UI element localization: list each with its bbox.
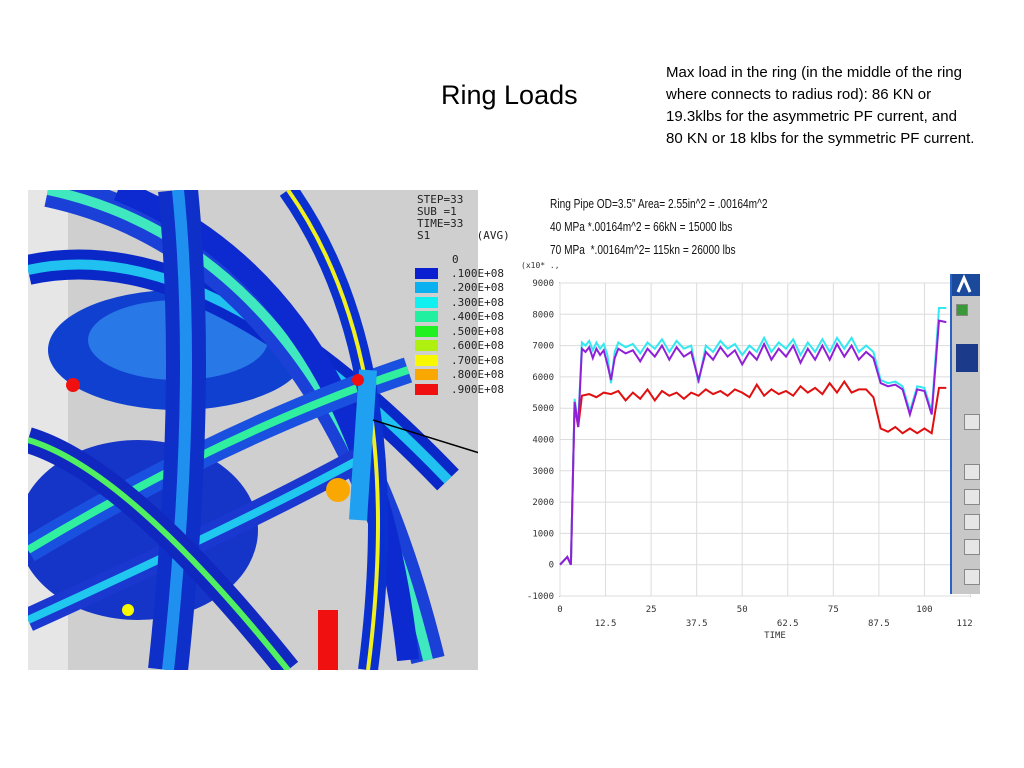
- x-tick-label: 75: [828, 605, 839, 615]
- x-tick-label: 62.5: [777, 619, 799, 629]
- calc-line-3: 70 MPa *.00164m^2= 115kn = 26000 lbs: [550, 242, 736, 257]
- x-tick-label: 12.5: [595, 619, 617, 629]
- panel-button-2[interactable]: [964, 489, 980, 505]
- legend-swatch: [415, 354, 438, 366]
- scroll-left-button[interactable]: [964, 414, 980, 430]
- ansys-step-info: STEP=33 SUB =1 TIME=33 S1 (AVG): [417, 194, 510, 242]
- panel-button-1[interactable]: [964, 464, 980, 480]
- y-axis-label: (x10* .,: [521, 261, 560, 270]
- calc-line-2: 40 MPa *.00164m^2 = 66kN = 15000 lbs: [550, 219, 733, 234]
- y-tick-label: 4000: [532, 436, 554, 446]
- legend-swatch: [415, 267, 438, 279]
- load-time-history-chart: 9000800070006000500040003000200010000-10…: [521, 261, 975, 641]
- y-tick-label: 8000: [532, 310, 554, 320]
- legend-label: .900E+08: [451, 382, 504, 396]
- legend-swatch: [415, 296, 438, 308]
- legend-label: .500E+08: [451, 324, 504, 338]
- legend-row: .500E+08: [415, 324, 504, 339]
- panel-button-3[interactable]: [964, 514, 980, 530]
- time-text: TIME=33: [417, 217, 464, 230]
- legend-row: .700E+08: [415, 353, 504, 368]
- y-tick-label: 9000: [532, 279, 554, 289]
- panel-button-5[interactable]: [964, 569, 980, 585]
- legend-row: .600E+08: [415, 339, 504, 354]
- step-text: STEP=33: [417, 193, 464, 206]
- legend-label: .700E+08: [451, 353, 504, 367]
- legend-zero-label: 0: [452, 253, 459, 266]
- max-load-note: Max load in the ring (in the middle of t…: [666, 64, 975, 147]
- y-tick-label: 1000: [532, 529, 554, 539]
- ring-pipe-calculation: Ring Pipe OD=3.5" Area= 2.55in^2 = .0016…: [550, 192, 767, 261]
- legend-label: .800E+08: [451, 368, 504, 382]
- legend-swatch: [415, 340, 438, 352]
- legend-swatch: [415, 282, 438, 294]
- legend-row: .200E+08: [415, 281, 504, 296]
- series-line-3: [559, 319, 947, 566]
- slide-title: Ring Loads: [441, 80, 578, 110]
- legend-swatch: [415, 383, 438, 395]
- fea-stress-contour-plot: [28, 190, 478, 670]
- legend-row: .100E+08: [415, 266, 504, 281]
- x-tick-label: 50: [737, 605, 748, 615]
- legend-label: .400E+08: [451, 310, 504, 324]
- legend-label: .100E+08: [451, 266, 504, 280]
- x-tick-label: 100: [916, 605, 932, 615]
- add-variable-icon[interactable]: [956, 304, 968, 316]
- x-tick-label: 37.5: [686, 619, 708, 629]
- legend-row: .400E+08: [415, 310, 504, 325]
- x-axis-label: TIME: [764, 631, 786, 641]
- series-line-2: [559, 307, 947, 566]
- legend-row: .800E+08: [415, 368, 504, 383]
- legend-row: .900E+08: [415, 382, 504, 397]
- legend-row: .300E+08: [415, 295, 504, 310]
- legend-swatch: [415, 369, 438, 381]
- y-tick-label: 6000: [532, 373, 554, 383]
- legend-label: .300E+08: [451, 295, 504, 309]
- legend-label: .200E+08: [451, 281, 504, 295]
- legend-label: .600E+08: [451, 339, 504, 353]
- x-tick-label: 0: [557, 605, 562, 615]
- series-line-1: [559, 379, 947, 566]
- s1-avg-text: S1 (AVG): [417, 229, 510, 242]
- y-tick-label: 0: [549, 561, 554, 571]
- x-tick-label: 112.5: [956, 619, 975, 629]
- ansys-side-panel: [950, 274, 980, 594]
- legend-swatch: [415, 311, 438, 323]
- variable-list[interactable]: [956, 344, 978, 372]
- y-tick-label: -1000: [527, 592, 554, 602]
- x-tick-label: 87.5: [868, 619, 890, 629]
- ansys-logo-icon: [952, 274, 980, 296]
- contour-legend: 0 .100E+08 .200E+08 .300E+08 .400E+08 .5…: [415, 253, 504, 397]
- y-tick-label: 2000: [532, 498, 554, 508]
- panel-button-4[interactable]: [964, 539, 980, 555]
- sub-text: SUB =1: [417, 205, 457, 218]
- x-tick-label: 25: [646, 605, 657, 615]
- fea-structure-drawing: [28, 190, 478, 670]
- y-tick-label: 7000: [532, 342, 554, 352]
- legend-swatch: [415, 325, 438, 337]
- y-tick-label: 5000: [532, 404, 554, 414]
- y-tick-label: 3000: [532, 467, 554, 477]
- calc-line-1: Ring Pipe OD=3.5" Area= 2.55in^2 = .0016…: [550, 196, 768, 211]
